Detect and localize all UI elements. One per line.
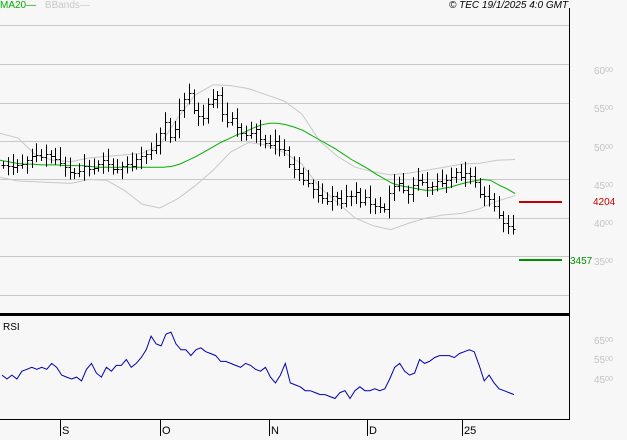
resistance-label: 4204 [593,197,616,208]
price-gridlines [0,25,569,296]
price-bars [1,83,516,235]
price-label-60: 6000 [594,66,613,77]
legend-ma20: MA20— [0,0,37,11]
price-label-55: 5500 [594,104,613,115]
price-label-45: 4500 [594,181,613,192]
legend-bbands: BBands— [44,0,90,11]
bollinger-lower-band [0,141,516,231]
copyright-timestamp: © TEC 19/1/2025 4:0 GMT [449,0,569,11]
x-label-2025: 25 [464,425,477,437]
price-label-50: 5000 [594,143,613,154]
x-label-dec: D [369,425,377,437]
price-label-40: 4000 [594,219,613,230]
rsi-label-45: 4500 [594,375,613,386]
support-label: 3457 [570,256,593,267]
rsi-label-65: 6500 [594,336,613,347]
rsi-title: RSI [3,322,20,333]
rsi-label-55: 5500 [594,355,613,366]
rsi-line [1,331,515,400]
x-label-nov: N [271,425,279,437]
price-label-35: 3500 [594,257,613,268]
x-axis-ticks [60,420,463,436]
x-label-sep: S [62,425,70,437]
x-label-oct: O [162,425,171,437]
chart-legend: MA20— BBands— [0,0,90,12]
bollinger-upper-band [0,84,516,176]
